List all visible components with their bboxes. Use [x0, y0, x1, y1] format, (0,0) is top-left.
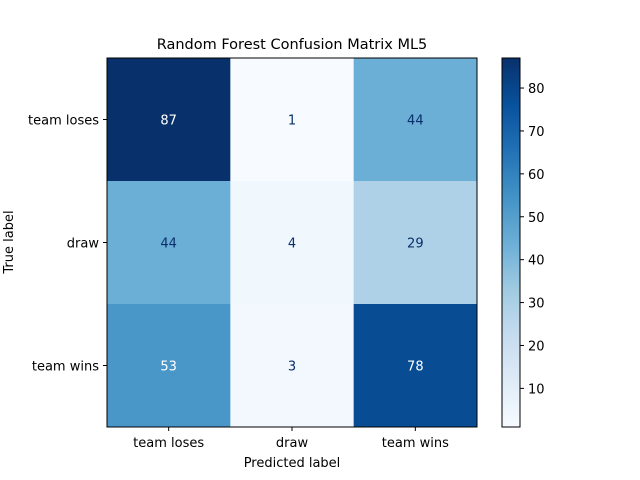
- cell-value-label: 44: [407, 114, 424, 129]
- colorbar-tick-label: 30: [528, 297, 545, 312]
- colorbar-tick-label: 60: [528, 168, 545, 183]
- heatmap-cell: [353, 304, 478, 428]
- cell-value-label: 4: [288, 237, 296, 252]
- heatmap-cells: [107, 58, 478, 428]
- cell-value-label: 87: [160, 114, 177, 129]
- y-axis-ticks: team loses draw team wins: [28, 114, 107, 375]
- y-axis-label: True label: [2, 210, 17, 274]
- heatmap-cell: [107, 58, 231, 182]
- colorbar-tick-label: 20: [528, 339, 545, 354]
- chart-title: Random Forest Confusion Matrix ML5: [157, 37, 428, 53]
- colorbar: [501, 57, 521, 428]
- colorbar-tick-label: 70: [528, 125, 545, 140]
- colorbar-tick-label: 50: [528, 211, 545, 226]
- heatmap-cell: [230, 58, 355, 182]
- heatmap-cell: [230, 181, 355, 305]
- x-axis-label: Predicted label: [244, 456, 341, 471]
- colorbar-ticks: 10 20 30 40 50 60 70 80: [520, 82, 545, 397]
- x-tick-label: team loses: [133, 436, 204, 451]
- y-tick-label: team loses: [28, 114, 99, 129]
- cell-value-label: 1: [288, 114, 296, 129]
- colorbar-tick-label: 80: [528, 82, 545, 97]
- y-tick-label: draw: [67, 237, 100, 252]
- cell-value-label: 29: [407, 237, 424, 252]
- heatmap-cell: [230, 304, 355, 428]
- x-tick-label: team wins: [382, 436, 449, 451]
- colorbar-tick-label: 10: [528, 382, 545, 397]
- x-axis-ticks: team loses draw team wins: [133, 427, 449, 451]
- heatmap-cell: [353, 58, 478, 182]
- heatmap-cell: [107, 304, 231, 428]
- cell-value-label: 78: [407, 360, 424, 375]
- cell-value-label: 3: [288, 360, 296, 375]
- heatmap-cell: [107, 181, 231, 305]
- x-tick-label: draw: [276, 436, 309, 451]
- colorbar-tick-label: 40: [528, 254, 545, 269]
- heatmap-cell: [353, 181, 478, 305]
- cell-value-label: 53: [160, 360, 177, 375]
- y-tick-label: team wins: [32, 360, 99, 375]
- cell-value-label: 44: [160, 237, 177, 252]
